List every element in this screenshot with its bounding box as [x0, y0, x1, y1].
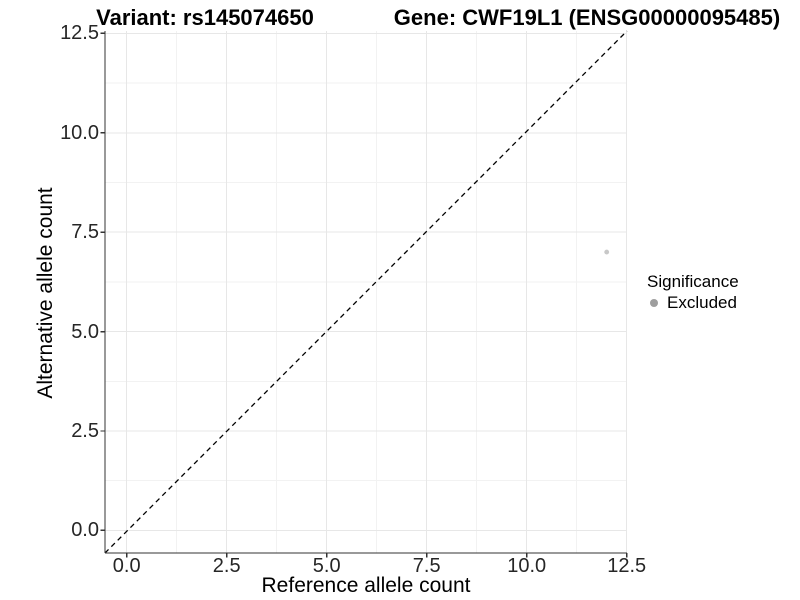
plot-title-variant: Variant: rs145074650: [96, 5, 314, 30]
x-tick-label-10.0: 10.0: [507, 555, 547, 577]
y-tick-label-0.0: 0.0: [71, 519, 99, 542]
y-tick-label-12.5: 12.5: [60, 22, 99, 45]
y-tick-label-7.5: 7.5: [71, 221, 99, 244]
y-axis-title: Alternative allele count: [34, 187, 57, 399]
x-tick-label-7.5: 7.5: [412, 555, 441, 577]
x-tick-label-2.5: 2.5: [212, 555, 241, 577]
x-tick-label-12.5: 12.5: [607, 555, 647, 577]
y-tick-label-10.0: 10.0: [60, 121, 99, 144]
identity-dashed-line: [104, 30, 628, 554]
x-tick-label-5.0: 5.0: [312, 555, 341, 577]
legend-title: Significance: [647, 272, 739, 291]
x-axis-title: Reference allele count: [261, 574, 471, 597]
plot-title-gene: Gene: CWF19L1 (ENSG00000095485): [393, 5, 781, 30]
legend-entry-excluded: Excluded: [647, 293, 739, 313]
data-point-excluded: [604, 249, 610, 255]
y-tick-label-2.5: 2.5: [71, 420, 99, 442]
legend-key-dot: [650, 299, 658, 307]
y-tick-label-5.0: 5.0: [71, 320, 99, 343]
x-tick-label-0.0: 0.0: [112, 555, 141, 577]
legend-entry-label: Excluded: [667, 293, 737, 312]
legend: Significance Excluded: [647, 271, 739, 313]
